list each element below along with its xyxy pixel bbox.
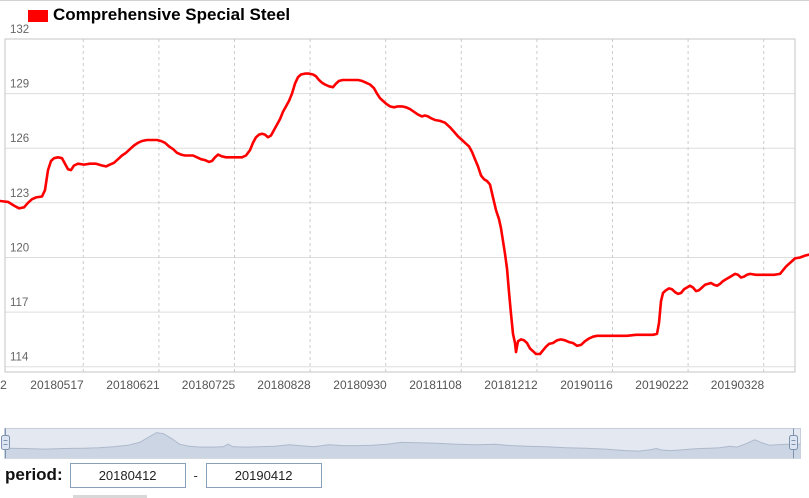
svg-text:120: 120	[10, 243, 29, 255]
chart-legend: Comprehensive Special Steel	[28, 5, 290, 25]
svg-text:2: 2	[0, 378, 7, 392]
x-axis-labels: 2 20180517 20180621 20180725 20180828 2018093…	[0, 378, 764, 392]
legend-color-swatch	[28, 9, 48, 22]
svg-text:20190328: 20190328	[711, 378, 765, 392]
svg-text:132: 132	[10, 24, 29, 36]
navigator-right-handle[interactable]	[789, 428, 798, 459]
svg-text:117: 117	[10, 297, 28, 309]
navigator-area-outline	[4, 432, 801, 452]
navigator-left-handle[interactable]	[1, 428, 10, 459]
chart-title: Comprehensive Special Steel	[53, 5, 291, 24]
horizontal-gridlines	[5, 93, 795, 368]
period-separator: -	[193, 467, 198, 483]
plot-border	[4, 38, 796, 373]
svg-text:20180621: 20180621	[106, 378, 160, 392]
series-line-comprehensive-special-steel	[0, 72, 809, 356]
svg-text:20180517: 20180517	[30, 378, 84, 392]
period-label: period:	[5, 465, 63, 484]
price-line-chart: 132 129 126 123 120 117 114 2 20180517 20180621 20…	[0, 24, 809, 392]
vertical-gridlines	[82, 39, 765, 372]
bottom-partial-element	[73, 495, 147, 498]
navigator-area	[4, 432, 801, 458]
svg-text:20180930: 20180930	[333, 378, 387, 392]
svg-text:20180828: 20180828	[257, 378, 311, 392]
svg-text:20190222: 20190222	[635, 378, 689, 392]
period-from-input[interactable]	[69, 462, 186, 488]
top-border	[0, 0, 809, 1]
y-axis-labels: 132 129 126 123 120 117 114	[10, 24, 29, 364]
svg-text:20181108: 20181108	[409, 378, 462, 392]
svg-text:123: 123	[10, 188, 29, 200]
range-navigator[interactable]	[0, 427, 809, 460]
svg-text:114: 114	[10, 352, 29, 364]
period-row: period: -	[5, 461, 322, 489]
svg-text:126: 126	[10, 133, 29, 145]
svg-text:20180725: 20180725	[182, 378, 236, 392]
period-to-input[interactable]	[205, 462, 322, 488]
svg-text:20190116: 20190116	[560, 378, 613, 392]
svg-text:20181212: 20181212	[484, 378, 538, 392]
svg-text:129: 129	[10, 79, 29, 91]
